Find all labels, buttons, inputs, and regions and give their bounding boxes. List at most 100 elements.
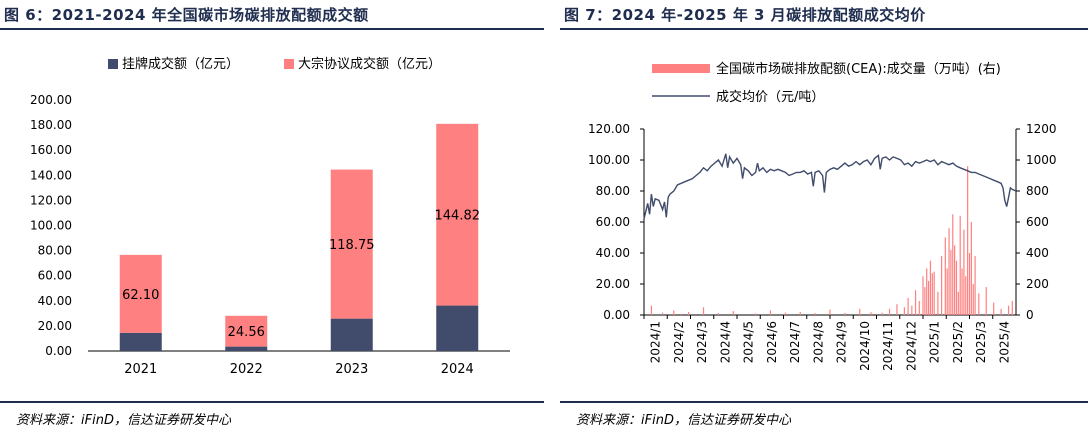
right-volume-bar xyxy=(970,222,972,315)
right-volume-bar xyxy=(673,310,675,315)
right-x-tick-label: 2024/5 xyxy=(742,321,756,363)
right-volume-bar xyxy=(903,307,905,315)
left-y-tick-label: 140.00 xyxy=(30,168,72,182)
right-volume-bar xyxy=(985,287,987,315)
right-right-tick-label: 400 xyxy=(1026,246,1049,260)
right-volume-bar xyxy=(717,313,719,315)
left-bar-block-2022 xyxy=(225,315,268,347)
right-left-tick-label: 20.00 xyxy=(596,277,630,291)
right-source-rule xyxy=(560,401,1088,403)
right-volume-bar xyxy=(814,313,816,315)
left-y-tick-label: 200.00 xyxy=(30,93,72,107)
left-legend-label-0: 挂牌成交额（亿元） xyxy=(122,56,239,72)
right-volume-bar xyxy=(1007,305,1010,315)
right-volume-bar xyxy=(702,307,705,315)
left-bar-listed-2022 xyxy=(225,346,268,351)
right-x-tick-label: 2024/4 xyxy=(718,321,732,363)
left-source-note: 资料来源：iFinD，信达证券研发中心 xyxy=(16,413,231,428)
left-source-rule xyxy=(0,401,544,403)
right-volume-bar xyxy=(896,304,898,315)
right-x-tick-label: 2024/10 xyxy=(858,321,872,371)
right-volume-bar xyxy=(922,276,924,315)
right-x-tick-label: 2024/8 xyxy=(811,321,825,363)
right-volume-bar xyxy=(870,312,872,315)
left-x-tick-label: 2023 xyxy=(335,362,368,377)
left-y-tick-label: 180.00 xyxy=(30,118,72,132)
right-x-tick-label: 2025/3 xyxy=(974,321,988,363)
right-legend-line-label: 成交均价（元/吨） xyxy=(716,89,824,105)
right-volume-bar xyxy=(918,301,920,315)
left-x-tick-label: 2024 xyxy=(441,362,474,377)
right-volume-bar xyxy=(829,309,831,315)
right-volume-bar xyxy=(688,311,690,315)
right-price-line xyxy=(643,153,1017,220)
right-x-tick-label: 2024/1 xyxy=(649,321,663,363)
right-title-rule xyxy=(560,28,1088,30)
right-volume-bar xyxy=(965,276,967,315)
right-volume-bar xyxy=(929,260,932,315)
left-chart-panel: 图 6：2021-2024 年全国碳市场碳排放配额成交额 挂牌成交额（亿元） 大宗… xyxy=(0,6,544,428)
right-volume-bar xyxy=(911,305,913,315)
left-bar-block-2023 xyxy=(330,169,373,319)
right-line-chart: 全国碳市场碳排放配额(CEA):成交量（万吨）(右) 成交均价（元/吨） 0.00 2… xyxy=(588,61,1057,371)
right-x-tick-label: 2024/3 xyxy=(695,321,709,363)
right-volume-bar xyxy=(950,249,952,315)
right-right-tick-label: 1000 xyxy=(1026,153,1057,167)
right-volume-bar xyxy=(959,215,961,315)
right-right-tick-label: 800 xyxy=(1026,184,1049,198)
right-left-tick-label: 40.00 xyxy=(596,246,630,260)
right-chart-title: 图 7：2024 年-2025 年 3 月碳排放配额成交均价 xyxy=(564,6,926,24)
right-left-tick-label: 80.00 xyxy=(596,184,630,198)
left-y-tick-label: 160.00 xyxy=(30,143,72,157)
right-volume-bar xyxy=(1000,308,1002,315)
right-x-tick-label: 2024/11 xyxy=(881,321,895,371)
right-volume-bar xyxy=(937,291,939,315)
right-volume-bar xyxy=(946,268,948,315)
right-volume-bar xyxy=(968,253,971,315)
right-volume-bar xyxy=(933,271,935,315)
right-legend-bar-label: 全国碳市场碳排放配额(CEA):成交量（万吨）(右) xyxy=(716,61,1001,77)
left-legend: 挂牌成交额（亿元） 大宗协议成交额（亿元） xyxy=(108,56,441,72)
right-x-tick-label: 2024/6 xyxy=(765,321,779,363)
left-y-tick-label: 120.00 xyxy=(30,193,72,207)
right-volume-bar xyxy=(963,229,965,315)
right-volume-bar xyxy=(844,312,846,315)
right-legend-bar-swatch xyxy=(652,64,710,73)
right-volume-bar xyxy=(799,311,801,315)
right-right-tick-label: 600 xyxy=(1026,215,1049,229)
right-volume-bar xyxy=(952,214,954,315)
left-bar-chart: 挂牌成交额（亿元） 大宗协议成交额（亿元） 0.00 20.00 40.00 60.00 8… xyxy=(30,56,510,377)
right-volume-bar xyxy=(967,166,969,315)
right-volume-bar xyxy=(859,308,861,315)
left-bar-block-2021 xyxy=(119,254,162,333)
left-bar-data-label: 62.10 xyxy=(122,288,159,303)
right-x-tick-label: 2024/9 xyxy=(835,321,849,363)
right-volume-bar xyxy=(957,291,959,315)
right-volume-bar xyxy=(993,302,995,315)
left-y-tick-label: 100.00 xyxy=(30,219,72,233)
right-volume-bar xyxy=(948,228,950,315)
right-left-tick-label: 0.00 xyxy=(603,308,630,322)
left-legend-label-1: 大宗协议成交额（亿元） xyxy=(298,56,441,72)
right-volume-bar xyxy=(1011,301,1013,315)
right-chart-panel: 图 7：2024 年-2025 年 3 月碳排放配额成交均价 全国碳市场碳排放配… xyxy=(560,0,1088,433)
left-bar-listed-2024 xyxy=(436,305,479,351)
right-volume-bar xyxy=(680,313,682,315)
left-bar-data-label: 24.56 xyxy=(228,325,265,340)
right-volume-bar xyxy=(732,311,734,315)
right-volume-bar xyxy=(978,293,980,315)
right-x-tick-label: 2025/4 xyxy=(997,321,1011,363)
left-y-tick-label: 0.00 xyxy=(45,344,72,358)
left-bar-listed-2021 xyxy=(119,332,162,351)
right-source-note: 资料来源：iFinD，信达证券研发中心 xyxy=(576,413,791,428)
right-volume-bar xyxy=(972,284,974,315)
right-left-tick-label: 100.00 xyxy=(588,153,630,167)
right-volume-bar xyxy=(941,256,943,315)
left-y-tick-label: 80.00 xyxy=(38,244,72,258)
right-volume-bar xyxy=(931,273,933,315)
left-x-tick-label: 2022 xyxy=(230,362,263,377)
left-bar-block-2024 xyxy=(436,123,479,306)
left-legend-swatch-0 xyxy=(108,59,118,69)
right-volume-bar xyxy=(907,297,909,315)
right-x-tick-label: 2024/7 xyxy=(788,321,802,363)
